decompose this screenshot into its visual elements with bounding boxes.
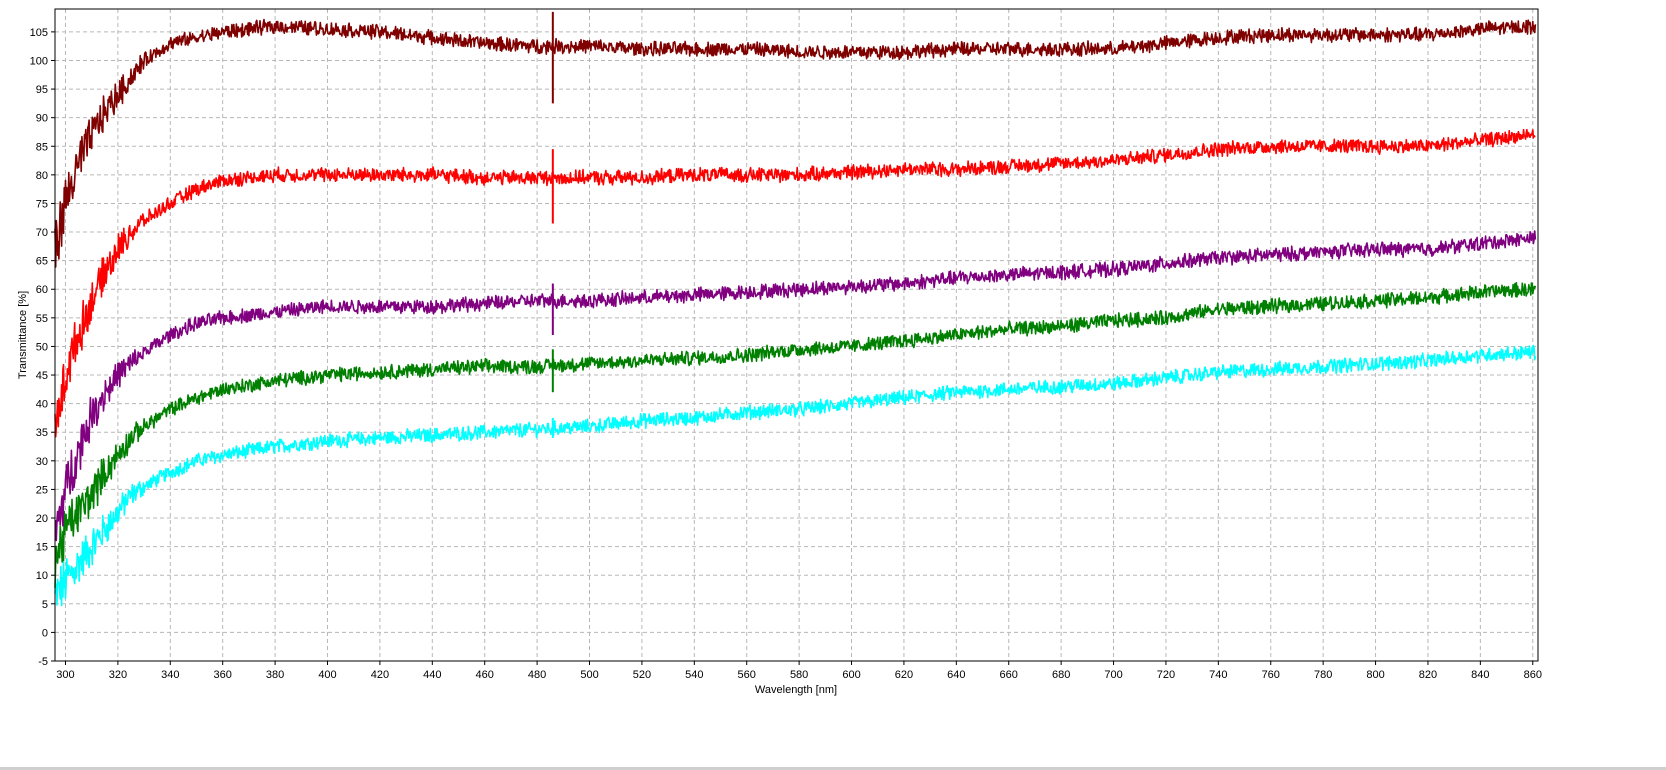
series-line [54,18,1537,268]
y-tick-label: 25 [36,484,48,496]
x-tick-label: 600 [842,669,860,681]
x-tick-label: 760 [1262,669,1280,681]
x-tick-label: 660 [1000,669,1018,681]
x-tick-label: 560 [738,669,756,681]
x-tick-label: 680 [1052,669,1070,681]
x-tick-label: 740 [1209,669,1227,681]
y-tick-label: 40 [36,399,48,411]
series-line [54,281,1537,588]
x-tick-label: 340 [161,669,179,681]
x-tick-label: 400 [318,669,336,681]
series-line [54,128,1536,438]
x-tick-label: 380 [266,669,284,681]
x-tick-label: 820 [1419,669,1437,681]
x-tick-label: 420 [371,669,389,681]
x-tick-label: 780 [1314,669,1332,681]
y-tick-label: 80 [36,170,48,182]
y-axis-label: Transmittance [%] [17,291,29,379]
y-tick-label: 90 [36,113,48,125]
y-tick-label: 35 [36,427,48,439]
plot-frame [54,8,1539,662]
y-tick-label: 55 [36,313,48,325]
x-tick-label: 500 [580,669,598,681]
x-tick-label: 520 [633,669,651,681]
x-tick-label: 800 [1366,669,1384,681]
x-tick-label: 620 [895,669,913,681]
y-axis-ticks: -5 0 5 10 15 20 25 30 35 40 45 50 55 60 65 70 75 80 85 90 95… [30,27,55,668]
x-tick-label: 860 [1524,669,1542,681]
y-tick-label: 5 [42,599,48,611]
x-tick-label: 720 [1157,669,1175,681]
x-tick-label: 300 [56,669,74,681]
x-axis-ticks: 300 320 340 360 380 400 420 440 460 480 500 520 540 5… [56,661,1542,681]
x-tick-label: 700 [1104,669,1122,681]
y-tick-label: 105 [30,27,48,39]
y-tick-label: 15 [36,542,48,554]
y-tick-label: 10 [36,570,48,582]
x-tick-label: 540 [685,669,703,681]
y-tick-label: 75 [36,198,48,210]
y-tick-label: 70 [36,227,48,239]
y-tick-label: 50 [36,341,48,353]
x-axis-label: Wavelength [nm] [755,684,837,696]
y-tick-label: 85 [36,141,48,153]
x-tick-label: 320 [109,669,127,681]
y-tick-label: 45 [36,370,48,382]
window-bottom-border [0,767,1666,770]
y-tick-label: 20 [36,513,48,525]
y-tick-label: -5 [38,656,48,668]
y-tick-label: 0 [42,627,48,639]
x-tick-label: 840 [1471,669,1489,681]
series-lines [54,11,1537,607]
series-line [54,230,1537,542]
y-tick-label: 30 [36,456,48,468]
x-tick-label: 360 [214,669,232,681]
x-tick-label: 580 [790,669,808,681]
y-tick-label: 100 [30,55,48,67]
x-tick-label: 480 [528,669,546,681]
series-line [54,344,1537,607]
y-tick-label: 65 [36,256,48,268]
y-tick-label: 60 [36,284,48,296]
grid [55,9,1538,662]
x-tick-label: 640 [947,669,965,681]
x-tick-label: 460 [476,669,494,681]
x-tick-label: 440 [423,669,441,681]
y-tick-label: 95 [36,84,48,96]
